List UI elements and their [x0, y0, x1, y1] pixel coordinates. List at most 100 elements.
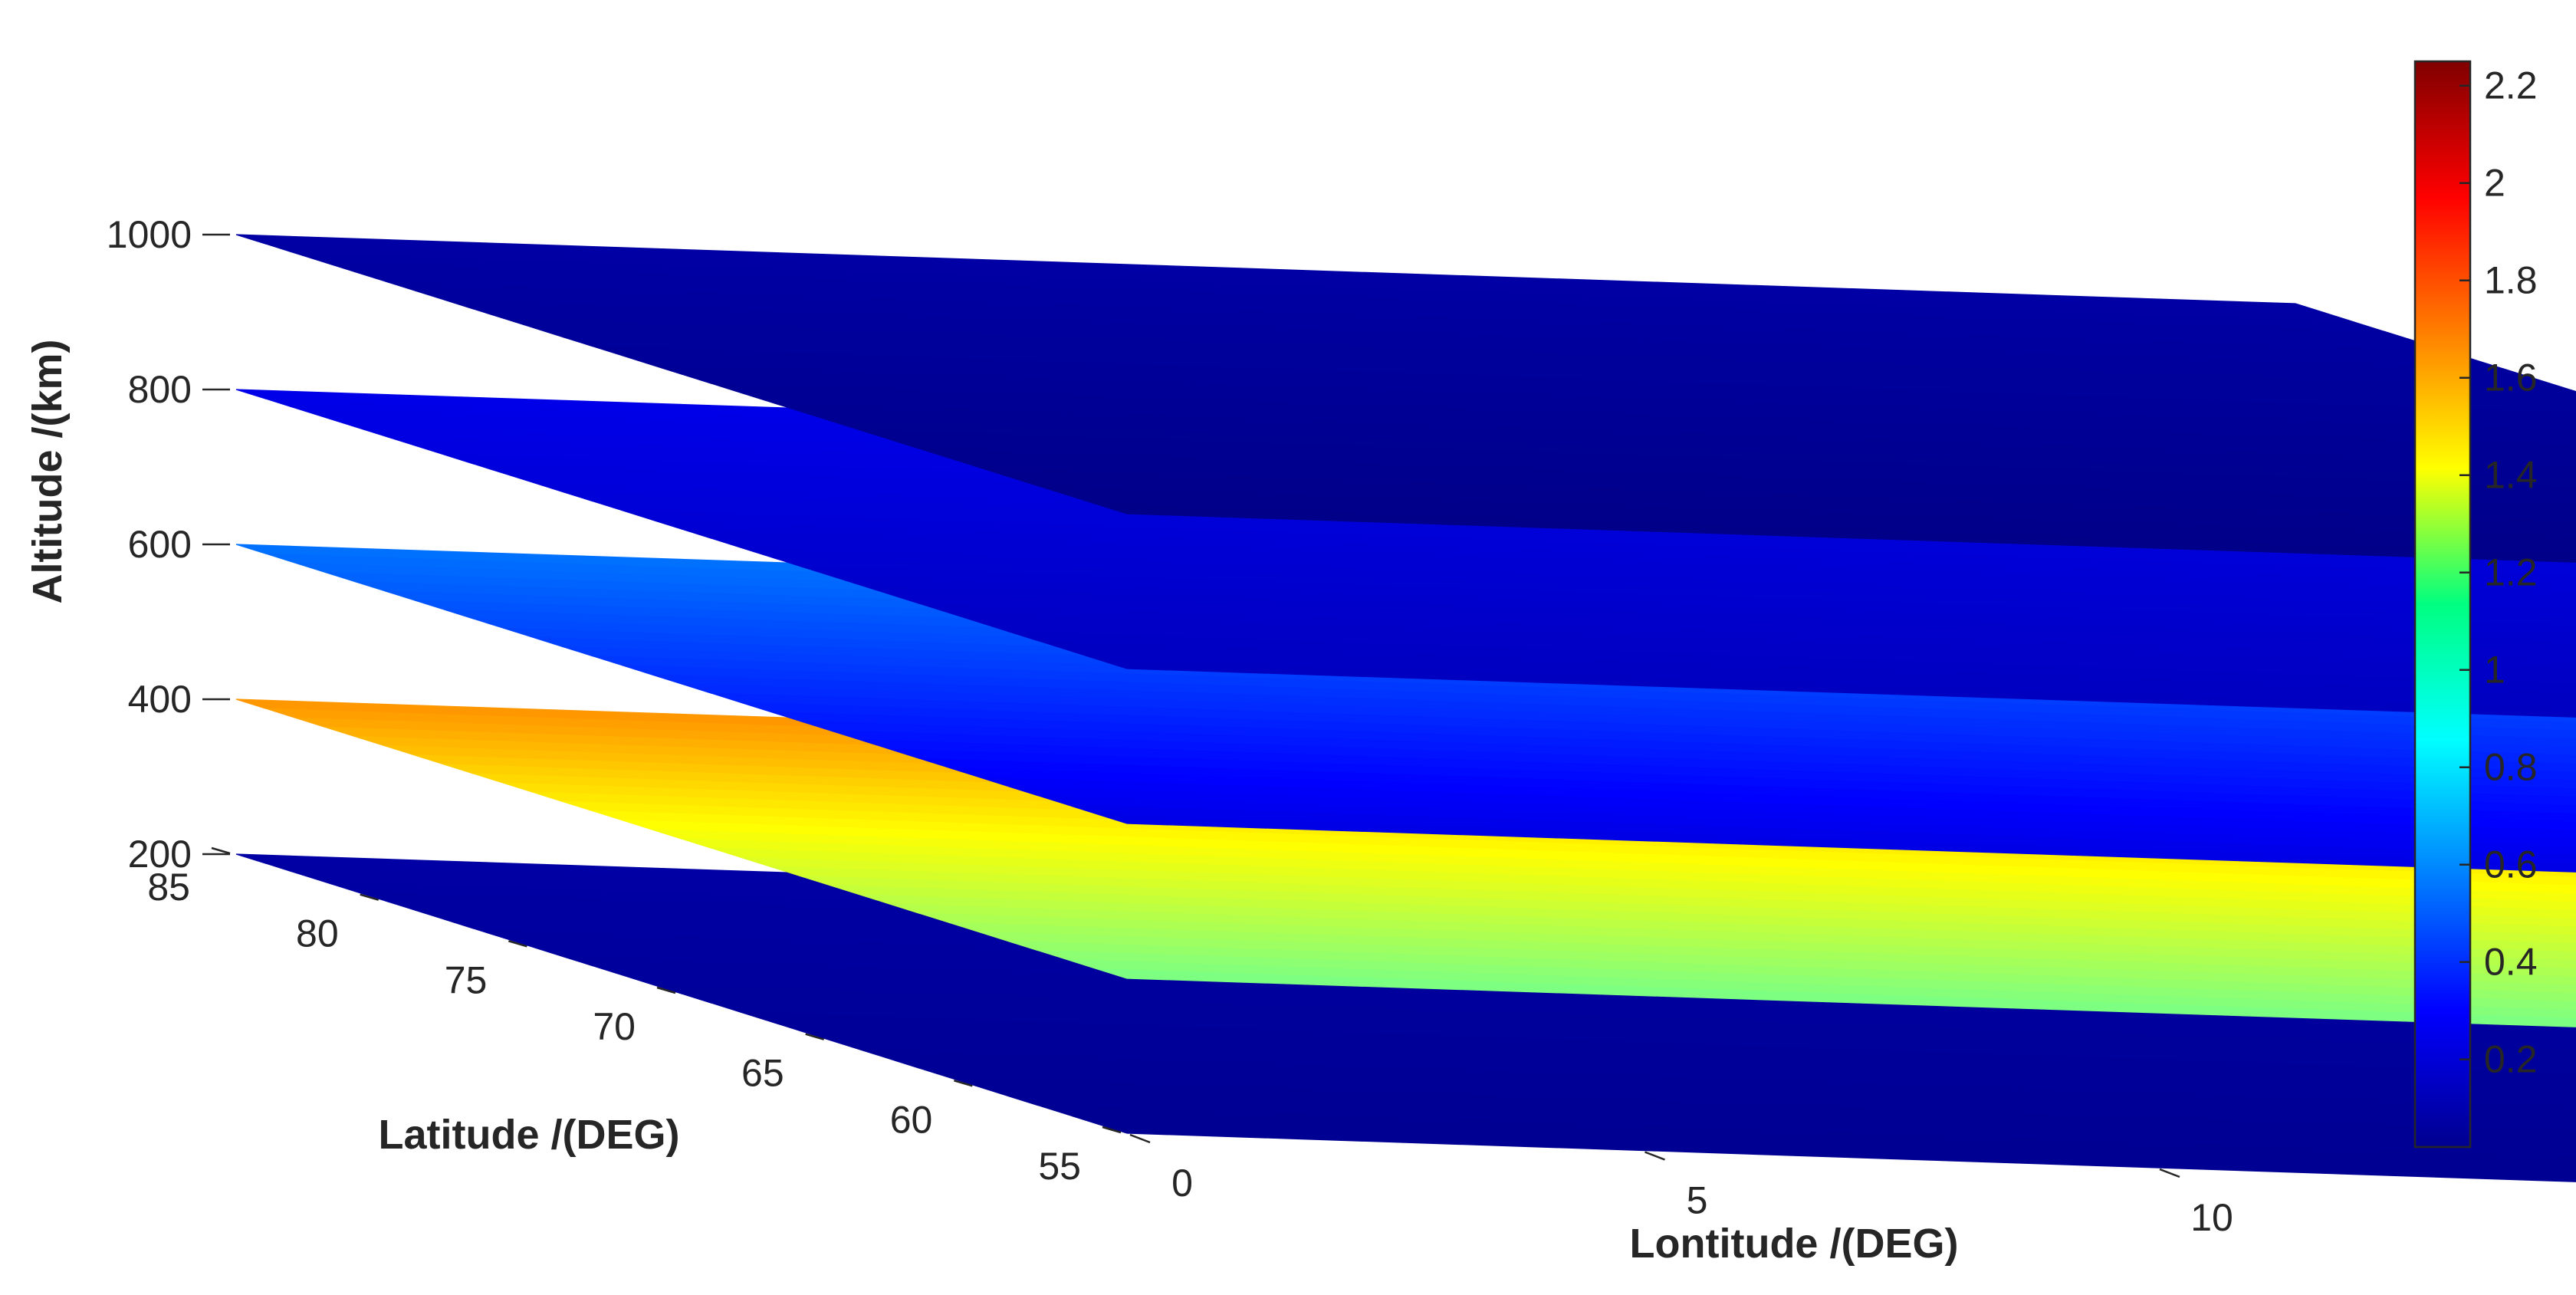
- slice-800-cell: [711, 537, 2576, 610]
- slice-600-cell: [681, 683, 2576, 757]
- slice-1000-cell: [859, 429, 2576, 497]
- latitude-tick-mark: [508, 940, 527, 948]
- slice-200-cell: [978, 1086, 2576, 1149]
- slice-800-cell: [652, 519, 2576, 593]
- slice-200-cell: [1037, 1105, 2576, 1166]
- longitude-tick-mark: [2159, 1168, 2180, 1178]
- longitude-tick-mark: [1644, 1151, 1665, 1161]
- slice-600: [235, 544, 2576, 873]
- slice-400-cell: [800, 875, 2576, 945]
- slice-400-cell: [741, 856, 2576, 928]
- slice-400-cell: [859, 894, 2576, 961]
- colorbar-tick-label: 0.6: [2484, 843, 2538, 886]
- slice-600-cell: [741, 702, 2576, 773]
- colorbar-tick-label: 0.2: [2484, 1038, 2538, 1081]
- altitude-tick-label: 1000: [107, 213, 192, 256]
- slice-800-cell: [800, 565, 2576, 635]
- colorbar-tick-label: 2.2: [2484, 64, 2538, 107]
- slice-200-cell: [741, 1011, 2576, 1083]
- slice-200-cell: [859, 1049, 2576, 1116]
- altitude-tick-label: 800: [128, 368, 192, 411]
- latitude-tick-label: 55: [1038, 1145, 1081, 1188]
- slice-200-cell: [770, 1021, 2576, 1091]
- slice-600-cell: [711, 692, 2576, 765]
- slice-200-cell: [800, 1030, 2576, 1099]
- slice-800-cell: [681, 528, 2576, 602]
- latitude-axis: 55 60 65 70 75 80 85: [147, 846, 1122, 1188]
- slice-400-cell: [1037, 950, 2576, 1011]
- slice-1000-cell: [652, 364, 2576, 439]
- slice-600-cell: [948, 767, 2576, 831]
- longitude-axis: 05101520: [1129, 1133, 2233, 1239]
- slice-1000-cell: [533, 327, 2576, 406]
- slice-1000-cell: [800, 410, 2576, 480]
- slice-200-cell: [1067, 1114, 2576, 1175]
- slice-1000-cell: [592, 346, 2576, 422]
- longitude-tick-label: 10: [2190, 1196, 2233, 1239]
- slice-1000: [235, 234, 2576, 563]
- latitude-tick-label: 80: [296, 912, 339, 955]
- longitude-axis-title: Lontitude /(DEG): [1630, 1221, 1959, 1267]
- slice-800-cell: [1037, 640, 2576, 702]
- slice-200-cell: [948, 1076, 2576, 1141]
- slice-400-cell: [681, 838, 2576, 912]
- slice-200-cell: [622, 975, 2576, 1050]
- slice-800-cell: [592, 501, 2576, 577]
- slice-1000-cell: [978, 466, 2576, 530]
- slice-400-cell: [652, 829, 2576, 903]
- latitude-tick-mark: [656, 986, 676, 994]
- slice-800-cell: [948, 612, 2576, 676]
- colorbar-tick-label: 1.6: [2484, 357, 2538, 399]
- latitude-tick-label: 85: [147, 866, 190, 909]
- slice-1000-cell: [711, 383, 2576, 455]
- slice-1000-cell: [889, 439, 2576, 505]
- altitude-tick-label: 600: [128, 523, 192, 566]
- slice-400-cell: [948, 922, 2576, 986]
- slice-400-cell: [1007, 940, 2576, 1003]
- slice-600-cell: [978, 776, 2576, 840]
- slice-800-cell: [622, 510, 2576, 585]
- slice-1000-cell: [770, 401, 2576, 472]
- slice-1000-cell: [1037, 485, 2576, 547]
- slice-400-cell: [711, 847, 2576, 920]
- slice-600-cell: [800, 720, 2576, 790]
- slice-200-cell: [592, 965, 2576, 1041]
- slice-1000-cell: [830, 420, 2576, 488]
- slice-200-cell: [1007, 1095, 2576, 1158]
- slice-400-cell: [622, 820, 2576, 895]
- slice-200-cell: [889, 1058, 2576, 1125]
- colorbar-tick-label: 1: [2484, 649, 2505, 692]
- slice-600-cell: [592, 656, 2576, 731]
- slice-800-cell: [918, 603, 2576, 668]
- slice-600-cell: [622, 665, 2576, 740]
- slice-200-cell: [1097, 1123, 2576, 1182]
- longitude-tick-label: 5: [1687, 1179, 1708, 1222]
- colorbar-tick-label: 0.4: [2484, 941, 2538, 984]
- colorbar-gradient: [2413, 60, 2472, 1149]
- slice-400-cell: [978, 931, 2576, 994]
- slice-1000-cell: [503, 317, 2576, 397]
- slice-1000-cell: [918, 448, 2576, 513]
- slice-800-cell: [859, 584, 2576, 652]
- slice-400-cell: [918, 912, 2576, 978]
- slice-1000-cell: [681, 373, 2576, 447]
- slice-400-cell: [592, 810, 2576, 886]
- slice-800-cell: [978, 621, 2576, 685]
- longitude-tick-mark: [1129, 1133, 1151, 1144]
- slice-600-cell: [1007, 785, 2576, 848]
- slice-600-cell: [918, 758, 2576, 823]
- slice-800-cell: [830, 575, 2576, 643]
- latitude-tick-label: 70: [593, 1005, 636, 1048]
- slice-800-cell: [889, 593, 2576, 660]
- slice-600-cell: [770, 711, 2576, 781]
- latitude-tick-mark: [211, 846, 231, 855]
- slice-200-cell: [918, 1067, 2576, 1132]
- slice-200-cell: [681, 993, 2576, 1067]
- latitude-tick-mark: [953, 1080, 973, 1087]
- slice-600-cell: [1037, 795, 2576, 856]
- slice-600-cell: [652, 674, 2576, 748]
- slice-200-cell: [652, 984, 2576, 1058]
- slice-800-cell: [1007, 630, 2576, 693]
- longitude-tick-label: 0: [1171, 1162, 1193, 1205]
